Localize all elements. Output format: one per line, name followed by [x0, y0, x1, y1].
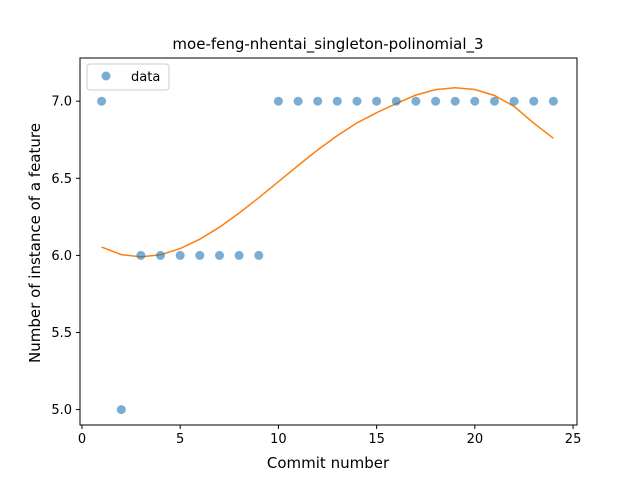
x-axis: 0 5 10 15 20 25: [78, 425, 582, 447]
data-point: [234, 250, 244, 260]
data-point: [97, 96, 107, 106]
data-point: [548, 96, 558, 106]
data-point: [195, 250, 205, 260]
legend-box: [86, 63, 170, 91]
y-tick-label: 6.0: [51, 249, 72, 264]
data-point: [450, 96, 460, 106]
axes-frame: [79, 57, 578, 426]
legend: data: [86, 63, 170, 91]
data-point: [352, 96, 362, 106]
y-axis-label: Number of instance of a feature: [26, 123, 44, 363]
x-axis-label: Commit number: [267, 454, 390, 472]
x-tick-label: 10: [270, 432, 287, 447]
data-point: [293, 96, 303, 106]
x-tick-label: 20: [467, 432, 484, 447]
data-point: [313, 96, 323, 106]
plot-area: [97, 87, 558, 415]
data-point: [215, 250, 224, 260]
data-point: [509, 96, 519, 106]
data-point: [529, 96, 539, 106]
data-point: [332, 96, 342, 106]
legend-marker: [101, 71, 111, 81]
data-point: [431, 96, 441, 106]
data-point: [175, 250, 185, 260]
data-point: [156, 250, 165, 260]
data-point: [273, 96, 283, 106]
x-tick-label: 5: [176, 432, 184, 447]
data-point: [116, 405, 126, 415]
y-tick-label: 5.0: [51, 403, 72, 418]
data-point: [136, 250, 146, 260]
data-point: [470, 96, 480, 106]
x-tick-label: 0: [78, 432, 86, 447]
x-tick-label: 25: [565, 432, 582, 447]
data-point: [372, 96, 382, 106]
y-axis: 5.0 5.5 6.0 6.5 7.0: [51, 95, 80, 418]
x-tick-label: 15: [368, 432, 385, 447]
data-point: [391, 96, 401, 106]
y-tick-label: 7.0: [51, 95, 72, 110]
chart-title: moe-feng-nhentai_singleton-polinomial_3: [172, 35, 483, 54]
data-point: [411, 96, 421, 106]
fit-line: [101, 87, 554, 258]
y-tick-label: 6.5: [51, 172, 72, 187]
legend-label: data: [131, 70, 160, 85]
data-point: [490, 96, 499, 106]
data-point: [254, 250, 264, 260]
y-tick-label: 5.5: [51, 326, 72, 341]
